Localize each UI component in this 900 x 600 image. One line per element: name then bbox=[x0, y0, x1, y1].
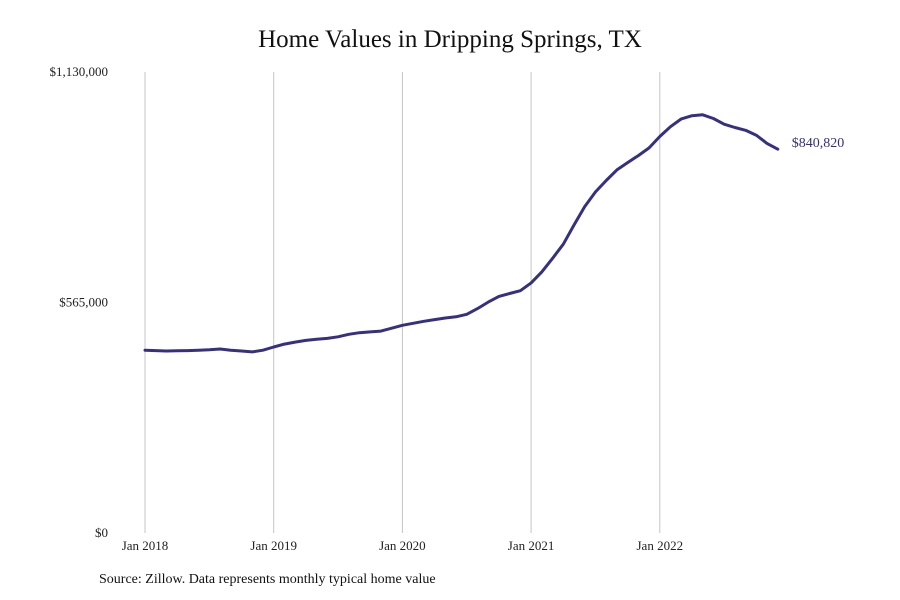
x-tick-label: Jan 2019 bbox=[250, 538, 297, 553]
series-line-home-values bbox=[143, 113, 780, 354]
x-tick-label: Jan 2020 bbox=[379, 538, 426, 553]
x-axis-ticks: Jan 2018 Jan 2019 Jan 2020 Jan 2021 Jan 2022 bbox=[122, 538, 683, 553]
end-value-label: $840,820 bbox=[792, 136, 845, 151]
y-axis-ticks: $0 $565,000 $1,130,000 bbox=[50, 64, 109, 540]
x-tick-label: Jan 2022 bbox=[637, 538, 684, 553]
grid-lines bbox=[144, 72, 661, 533]
source-note: Source: Zillow. Data represents monthly … bbox=[99, 572, 436, 587]
y-tick-label: $565,000 bbox=[59, 295, 108, 310]
x-tick-label: Jan 2018 bbox=[122, 538, 169, 553]
y-tick-label: $1,130,000 bbox=[50, 64, 109, 79]
y-tick-label: $0 bbox=[95, 525, 108, 540]
x-tick-label: Jan 2021 bbox=[508, 538, 555, 553]
chart-title: Home Values in Dripping Springs, TX bbox=[258, 26, 642, 53]
